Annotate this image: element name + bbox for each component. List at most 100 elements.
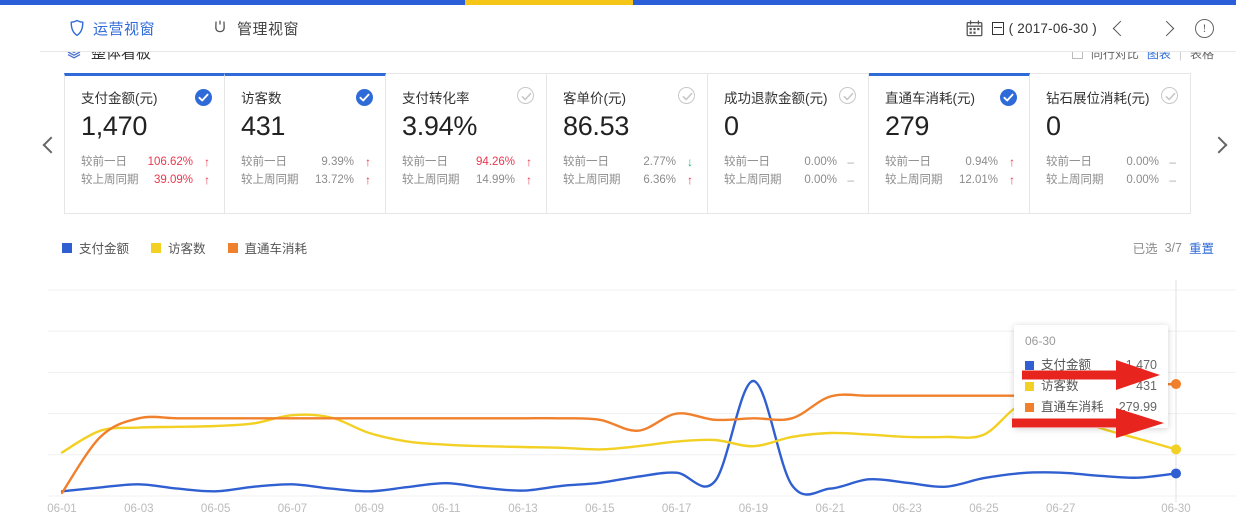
metric-card-checkbox[interactable] [839,87,856,104]
x-axis-label: 06-21 [815,503,845,515]
legend-swatch [151,242,162,253]
legend-item[interactable]: 直通车消耗 [227,238,307,257]
metric-card-deltas: 较前一日 2.77% ↓ 较上周同期 6.36% ↑ [563,153,693,189]
metric-card-checkbox[interactable] [517,87,534,104]
x-axis-label: 06-09 [354,503,385,515]
metric-card-value: 431 [241,111,286,141]
metric-card-title: 支付金额(元) [81,91,158,106]
delta-up-icon: ↑ [526,173,532,187]
metric-card-checkbox[interactable] [356,89,373,106]
delta-label: 较前一日 [1046,156,1092,168]
metric-card-deltas: 较前一日 106.62% ↑ 较上周同期 39.09% ↑ [81,153,210,189]
cards-prev-button[interactable] [38,128,64,162]
x-axis-label: 06-25 [969,503,999,515]
delta-label: 较前一日 [885,156,931,168]
delta-label: 较前一日 [724,156,770,168]
tab-management-label: 管理视窗 [237,20,300,38]
trend-chart[interactable] [0,265,1236,532]
tooltip-label: 直通车消耗 [1041,400,1104,414]
delta-value: 94.26% [475,156,515,168]
reset-link[interactable]: 重置 [1188,242,1214,256]
chevron-right-icon [1158,20,1174,36]
delta-row-prev-day: 较前一日 0.00% – [1046,153,1176,171]
delta-up-icon: ↑ [1009,173,1015,187]
delta-value: 0.94% [965,156,998,168]
bell-icon [213,19,230,37]
delta-row-prev-week: 较上周同期 0.00% – [1046,171,1176,189]
shield-icon [69,19,86,37]
legend-label: 支付金额 [79,242,130,256]
delta-flat-icon: – [847,155,854,169]
chart-line-支付金额 [60,379,1178,496]
metric-card-title: 客单价(元) [563,91,626,106]
delta-up-icon: ↑ [1009,155,1015,169]
tab-management-view[interactable]: 管理视窗 [209,5,303,51]
delta-value: 13.72% [314,174,354,186]
metric-card[interactable]: 钻石展位消耗(元) 0 较前一日 0.00% – 较上周同期 0.00% – [1030,73,1191,214]
delta-label: 较上周同期 [885,174,943,186]
metric-card-checkbox[interactable] [1161,87,1178,104]
metric-card-value: 1,470 [81,111,148,141]
chart-line-访客数 [60,402,1178,454]
delta-up-icon: ↑ [365,173,371,187]
legend-swatch [227,242,238,253]
delta-row-prev-day: 较前一日 94.26% ↑ [402,153,532,171]
tooltip-label: 访客数 [1041,379,1079,393]
next-period-button[interactable] [1143,13,1189,43]
metric-cards: 支付金额(元) 1,470 较前一日 106.62% ↑ 较上周同期 39.09% ↑ 访客数 4… [64,73,1200,214]
metric-card[interactable]: 访客数 431 较前一日 9.39% ↑ 较上周同期 13.72% ↑ [225,73,386,214]
delta-down-icon: ↓ [687,155,693,169]
chevron-left-icon [1112,20,1128,36]
delta-flat-icon: – [1169,173,1176,187]
metric-card-deltas: 较前一日 0.94% ↑ 较上周同期 12.01% ↑ [885,153,1015,189]
delta-flat-icon: – [847,173,854,187]
granularity-glyph [991,21,1004,35]
delta-up-icon: ↑ [526,155,532,169]
legend-label: 访客数 [168,242,206,256]
tooltip-label: 支付金额 [1041,358,1092,372]
selected-label: 已选 [1132,242,1158,256]
legend-item[interactable]: 支付金额 [62,238,129,257]
tooltip-swatch [1025,361,1034,370]
delta-label: 较上周同期 [724,174,782,186]
chart-canvas [48,280,1236,502]
view-tabbar: 运营视窗 管理视窗 ( 2017-06-30 ) ! [40,5,1236,52]
delta-label: 较上周同期 [563,174,621,186]
metric-card[interactable]: 客单价(元) 86.53 较前一日 2.77% ↓ 较上周同期 6.36% ↑ [547,73,708,214]
metric-card-title: 成功退款金额(元) [724,91,828,106]
metric-card[interactable]: 支付金额(元) 1,470 较前一日 106.62% ↑ 较上周同期 39.09% ↑ [64,73,225,214]
metric-card[interactable]: 支付转化率 3.94% 较前一日 94.26% ↑ 较上周同期 14.99% ↑ [386,73,547,214]
info-icon[interactable]: ! [1195,18,1214,38]
chart-x-axis: 06-01 06-03 06-05 06-07 06-09 06-11 06-13 06-15… [0,503,1236,523]
calendar-icon[interactable] [966,19,983,37]
tooltip-value: 279.99 [1118,400,1157,414]
delta-value: 12.01% [958,174,998,186]
tooltip-swatch [1025,382,1034,391]
legend-swatch [62,242,72,253]
date-range-value[interactable]: ( 2017-06-30 ) [1008,20,1097,36]
x-axis-label: 06-07 [277,503,308,515]
tab-operations-view[interactable]: 运营视窗 [65,5,159,51]
delta-value: 14.99% [475,174,515,186]
delta-row-prev-day: 较前一日 0.00% – [724,153,854,171]
delta-value: 2.77% [643,156,676,168]
legend-item[interactable]: 访客数 [151,238,206,257]
delta-value: 9.39% [321,156,354,168]
tab-operations-label: 运营视窗 [93,20,156,38]
metric-card-checkbox[interactable] [678,87,695,104]
metric-card-checkbox[interactable] [1000,89,1017,106]
cards-next-button[interactable] [1206,128,1232,162]
delta-value: 0.00% [1126,156,1159,168]
red-arrow-lower [1012,408,1164,438]
metric-card-deltas: 较前一日 0.00% – 较上周同期 0.00% – [724,153,854,189]
metric-card[interactable]: 直通车消耗(元) 279 较前一日 0.94% ↑ 较上周同期 12.01% ↑ [869,73,1030,214]
delta-row-prev-week: 较上周同期 0.00% – [724,171,854,189]
legend-selection-info: 已选 3/7 重置 [1133,238,1214,257]
x-axis-label: 06-15 [585,503,615,515]
x-axis-label: 06-03 [124,503,154,515]
tooltip-row: 直通车消耗 279.99 [1025,397,1157,418]
prev-period-button[interactable] [1097,13,1143,43]
metric-card-checkbox[interactable] [195,89,212,106]
delta-value: 6.36% [643,174,676,186]
metric-card[interactable]: 成功退款金额(元) 0 较前一日 0.00% – 较上周同期 0.00% – [708,73,869,214]
